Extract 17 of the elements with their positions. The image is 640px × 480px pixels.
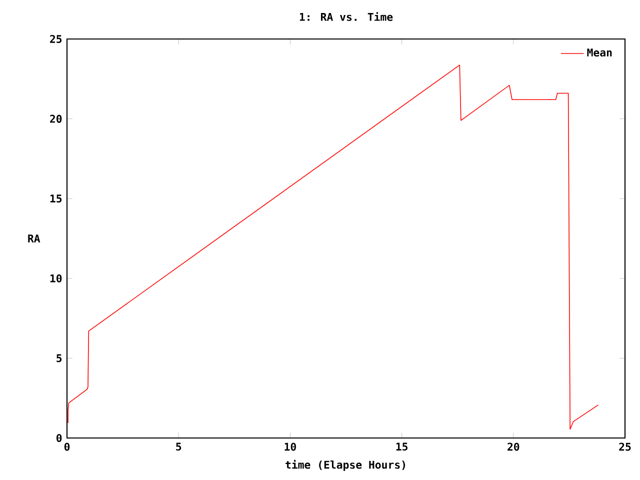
y-tick-label: 10 [50,274,62,282]
line-series [68,64,599,430]
legend-label: Mean [587,48,612,57]
y-axis-title: RA [28,234,40,242]
x-tick-label: 5 [176,442,182,451]
x-tick-label: 25 [619,442,631,451]
x-tick-label: 15 [396,442,408,451]
y-tick-label: 15 [50,194,62,203]
x-tick-label: 10 [284,442,296,451]
y-tick-label: 20 [50,114,62,123]
y-tick-label: 5 [56,354,62,362]
y-tick-label: 25 [50,34,62,44]
x-tick-label: 20 [508,442,520,451]
y-tick-label: 0 [56,434,62,442]
x-tick-label: 0 [64,442,70,451]
chart-title: 1: RA vs. Time [300,12,393,21]
x-axis-title: time (Elapse Hours) [286,460,406,471]
